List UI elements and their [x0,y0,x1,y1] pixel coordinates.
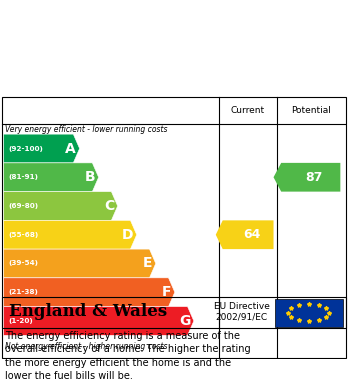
Polygon shape [3,192,118,221]
Text: Current: Current [231,106,265,115]
Polygon shape [3,278,175,307]
Text: C: C [104,199,114,213]
Polygon shape [3,221,137,249]
Polygon shape [3,249,156,278]
Text: (92-100): (92-100) [9,145,44,151]
Text: England & Wales: England & Wales [9,303,167,320]
Text: (55-68): (55-68) [9,232,39,238]
Text: (39-54): (39-54) [9,260,39,267]
Text: E: E [143,256,152,271]
Text: Very energy efficient - lower running costs: Very energy efficient - lower running co… [5,125,168,134]
Text: (81-91): (81-91) [9,174,39,180]
Polygon shape [3,163,98,192]
Text: Energy Efficiency Rating: Energy Efficiency Rating [9,9,230,23]
Text: Not energy efficient - higher running costs: Not energy efficient - higher running co… [5,342,168,351]
Text: D: D [122,228,133,242]
Polygon shape [3,134,80,163]
Polygon shape [274,163,340,192]
Polygon shape [3,307,194,335]
Bar [275,298,343,326]
Text: The energy efficiency rating is a measure of the
overall efficiency of a home. T: The energy efficiency rating is a measur… [5,331,251,381]
Text: (69-80): (69-80) [9,203,39,209]
Polygon shape [216,221,274,249]
Text: F: F [162,285,171,299]
Text: (21-38): (21-38) [9,289,39,295]
Text: EU Directive
2002/91/EC: EU Directive 2002/91/EC [214,302,270,321]
Text: 87: 87 [306,171,323,184]
Text: Potential: Potential [291,106,331,115]
Text: A: A [65,142,76,156]
Text: B: B [85,170,95,184]
Text: G: G [179,314,190,328]
Text: (1-20): (1-20) [9,318,33,324]
Text: 64: 64 [243,228,260,241]
